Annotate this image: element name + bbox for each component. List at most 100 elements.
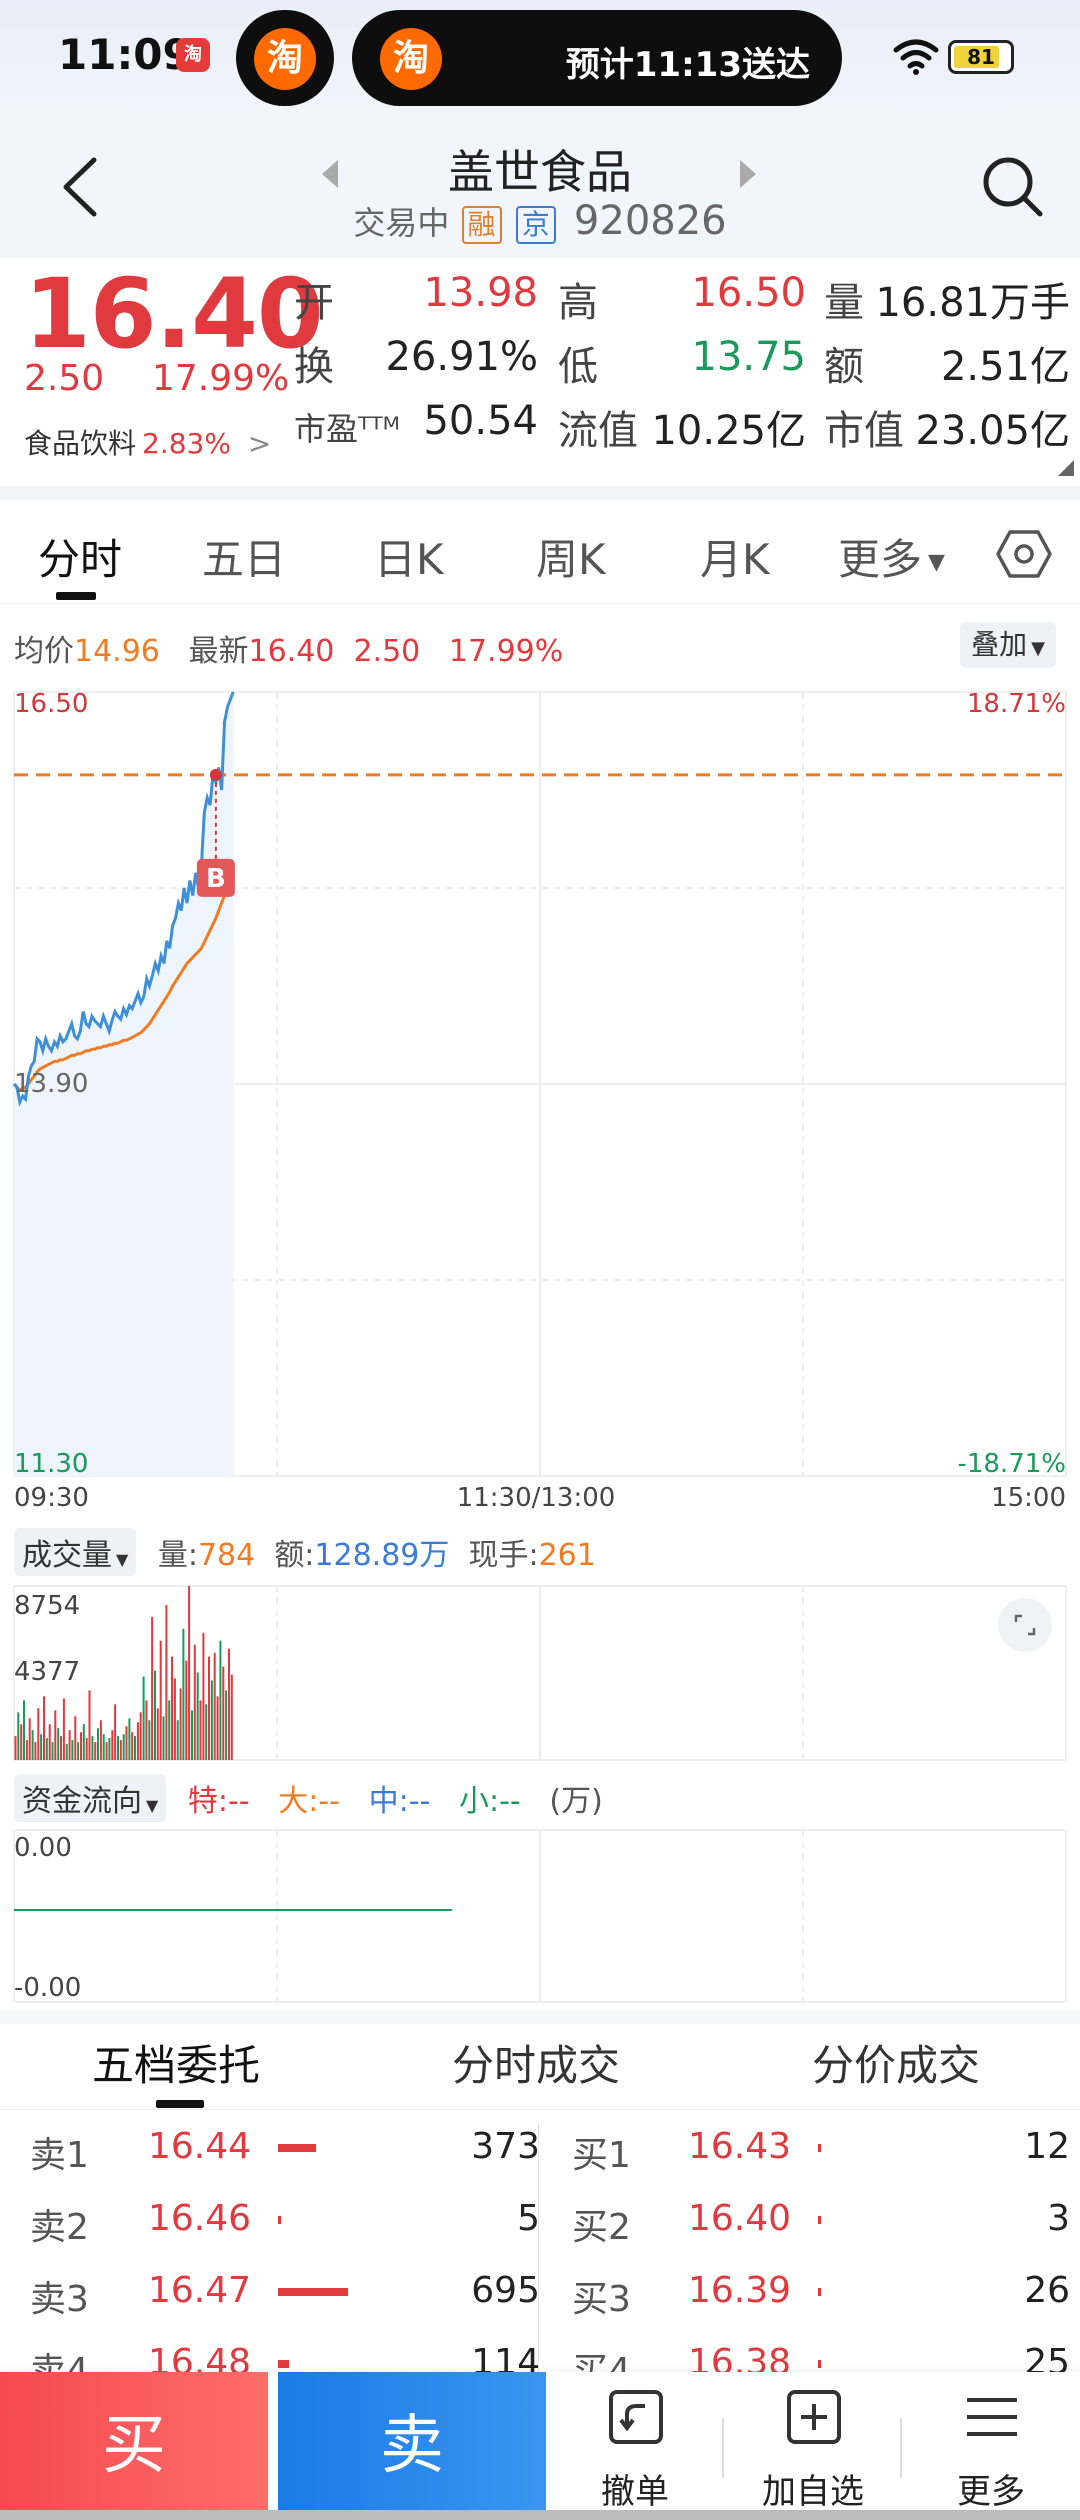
volume-bar — [191, 1710, 193, 1760]
add-square-icon — [787, 2390, 841, 2444]
volume-bar — [162, 1716, 165, 1760]
ask-level-qty: 5 — [517, 2198, 540, 2239]
settings-hexagon-icon[interactable] — [996, 526, 1052, 582]
sector-name: 食品饮料 — [24, 427, 137, 460]
buy-marker-box — [196, 858, 235, 897]
tab-daily-k[interactable]: 日K — [374, 535, 444, 584]
bid-level-label: 买2 — [572, 2207, 631, 2248]
fund-flow-chart[interactable]: 0.00 -0.00 — [0, 1826, 1080, 2006]
volume-bar — [105, 1742, 108, 1760]
intraday-chart[interactable]: B 16.50 13.90 11.30 18.71% -18.71% 09:30… — [0, 680, 1080, 1520]
buy-button[interactable]: 买 — [0, 2372, 268, 2520]
ask-level-row[interactable]: 卖3 16.47 695 — [30, 2256, 550, 2328]
volume-bar — [230, 1674, 233, 1760]
tab-price-trades[interactable]: 分价成交 — [812, 2041, 981, 2090]
bid-level-row[interactable]: 买1 16.43 12 — [572, 2112, 1080, 2184]
bid-level-qty: 26 — [1024, 2270, 1070, 2311]
buy-marker-dot — [209, 768, 222, 781]
price-change: 2.50 — [24, 358, 105, 399]
expand-corner-icon[interactable] — [1058, 460, 1074, 476]
tab-weekly-k[interactable]: 周K — [536, 535, 606, 584]
tab-monthly-k[interactable]: 月K — [700, 535, 770, 584]
volume-bar — [91, 1736, 94, 1760]
section-divider — [0, 486, 1080, 500]
volume-bar — [182, 1628, 185, 1760]
flow-super-value: -- — [227, 1784, 250, 1819]
volume-bar — [165, 1605, 168, 1760]
volume-bar — [168, 1700, 171, 1760]
amount-value: 2.51亿 — [940, 344, 1070, 390]
add-watchlist-button[interactable]: 加自选 — [728, 2372, 898, 2520]
back-arrow-icon[interactable] — [56, 152, 106, 222]
search-icon[interactable] — [980, 154, 1046, 220]
bid-level-row[interactable]: 买3 16.39 26 — [572, 2256, 1080, 2328]
exchange-tag: 京 — [515, 206, 556, 244]
open-value: 13.98 — [423, 270, 538, 316]
ask-level-bar — [278, 2144, 316, 2152]
tab-five-level[interactable]: 五档委托 — [92, 2041, 261, 2090]
bid-level-bar — [818, 2216, 821, 2224]
volume-bar — [48, 1724, 51, 1760]
ask-level-price: 16.44 — [148, 2126, 252, 2167]
latest-value: 16.40 — [248, 634, 335, 669]
bid-level-qty: 12 — [1024, 2126, 1070, 2167]
order-book: 卖116.44373卖216.465卖316.47695卖416.48114买1… — [0, 2112, 1080, 2392]
volume-bar — [213, 1652, 216, 1760]
volume-bar — [20, 1724, 23, 1760]
volume-bar — [60, 1736, 62, 1760]
cancel-order-button[interactable]: 撤单 — [550, 2372, 720, 2520]
tab-five-day[interactable]: 五日 — [202, 535, 287, 584]
volume-bar — [210, 1680, 213, 1760]
stock-header: 盖世食品 交易中 融 京 920826 — [0, 118, 1080, 258]
status-time: 11:09 — [58, 30, 192, 79]
tab-intraday[interactable]: 分时 — [38, 535, 123, 584]
turnover-value: 26.91% — [385, 334, 538, 380]
taobao-notification-icon: 淘 — [176, 38, 210, 72]
volume-chart[interactable]: 8754 4377 — [0, 1578, 1080, 1768]
taobao-island-compact[interactable]: 淘 — [236, 10, 334, 106]
ask-level-bar — [278, 2360, 290, 2368]
section-divider — [0, 2010, 1080, 2024]
ask-level-bar — [278, 2216, 281, 2224]
trading-status: 交易中 — [353, 204, 450, 242]
prev-stock-arrow-icon[interactable] — [322, 160, 338, 188]
pct-axis-bottom: -18.71% — [957, 1449, 1066, 1479]
ask-level-label: 卖1 — [30, 2135, 89, 2176]
ask-level-row[interactable]: 卖1 16.44 373 — [30, 2112, 550, 2184]
sector-link[interactable]: 食品饮料 2.83% > — [24, 422, 271, 462]
volume-bar — [40, 1734, 43, 1760]
chevron-right-icon: > — [247, 427, 272, 460]
sell-button[interactable]: 卖 — [278, 2372, 546, 2520]
low-label: 低 — [558, 344, 598, 390]
volume-bar — [88, 1690, 91, 1760]
more-menu-button[interactable]: 更多 — [906, 2372, 1076, 2520]
bid-level-price: 16.43 — [688, 2126, 792, 2167]
overlay-label: 叠加 — [971, 628, 1028, 661]
overlay-dropdown[interactable]: 叠加 ▼ — [960, 622, 1056, 668]
tab-more[interactable]: 更多 ▼ — [838, 526, 945, 587]
expand-icon[interactable] — [998, 1598, 1052, 1652]
volume-bar — [148, 1720, 151, 1760]
taobao-delivery-island[interactable]: 淘 预计11:13送达 — [352, 10, 842, 106]
bid-level-price: 16.40 — [688, 2198, 792, 2239]
volume-bar — [145, 1700, 148, 1760]
next-stock-arrow-icon[interactable] — [740, 160, 756, 188]
volume-qty: 784 — [197, 1538, 256, 1573]
tab-more-label: 更多 — [838, 535, 923, 584]
volume-bar — [171, 1656, 173, 1760]
y-axis-mid: 13.90 — [14, 1069, 88, 1099]
high-value: 16.50 — [691, 270, 806, 316]
fund-flow-dropdown[interactable]: 资金流向 ▼ — [14, 1774, 167, 1822]
volume-bar — [119, 1740, 122, 1760]
volume-indicator-dropdown[interactable]: 成交量 ▼ — [14, 1528, 137, 1576]
flow-medium-label: 中: — [368, 1784, 409, 1819]
volume-bar — [196, 1672, 199, 1760]
volume-bar — [65, 1744, 68, 1760]
flow-medium-value: -- — [408, 1784, 431, 1819]
bid-level-row[interactable]: 买2 16.40 3 — [572, 2184, 1080, 2256]
tab-tick-trades[interactable]: 分时成交 — [452, 2041, 621, 2090]
flow-large-value: -- — [318, 1784, 340, 1819]
volume-bar — [125, 1726, 128, 1760]
ask-level-row[interactable]: 卖2 16.46 5 — [30, 2184, 550, 2256]
buy-marker[interactable]: B — [196, 768, 235, 897]
